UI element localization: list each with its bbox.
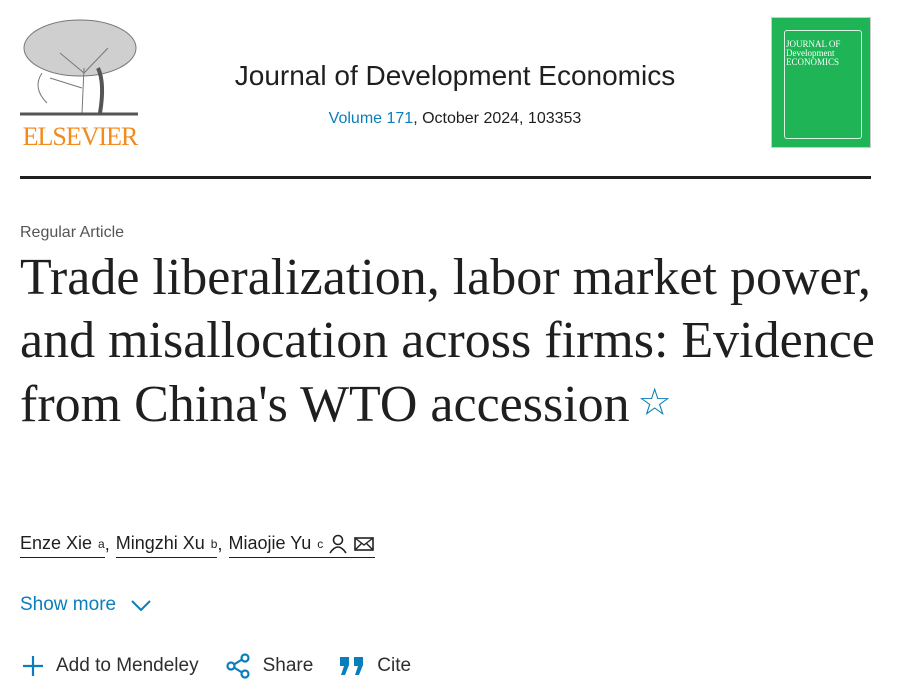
elsevier-wordmark: ELSEVIER [22, 122, 139, 151]
show-more-label: Show more [20, 594, 117, 615]
header-divider [20, 176, 871, 179]
affiliation-marker: b [210, 536, 218, 551]
volume-link[interactable]: Volume 171 [328, 110, 414, 127]
envelope-icon [354, 536, 375, 551]
author-name: Enze Xie [20, 533, 93, 553]
author-link[interactable]: Enze Xie a [20, 533, 105, 558]
elsevier-tree-icon [20, 19, 138, 116]
chevron-down-icon [131, 600, 151, 612]
separator: , [104, 534, 110, 554]
issue-info: , October 2024, 103353 [413, 110, 582, 127]
affiliation-marker: c [317, 536, 324, 551]
quote-icon [340, 657, 364, 675]
author-name: Miaojie Yu [228, 533, 312, 553]
show-more-button[interactable]: Show more [20, 594, 152, 616]
person-icon [329, 534, 347, 553]
separator: , [217, 534, 223, 554]
journal-meta: Volume 171, October 2024, 103353 [150, 110, 760, 128]
affiliation-marker: a [98, 536, 105, 551]
cite-button[interactable]: Cite [339, 655, 411, 677]
author-link[interactable]: Miaojie Yu c [228, 533, 376, 558]
share-icon [225, 653, 250, 679]
article-type: Regular Article [20, 224, 125, 241]
plus-icon [23, 656, 43, 676]
cover-frame [784, 30, 862, 139]
author-name: Mingzhi Xu [115, 533, 205, 553]
cover-title: JOURNAL OF Development ECONOMICS [786, 39, 841, 67]
author-list: Enze Xie a, Mingzhi Xu b, Miaojie Yu c [20, 533, 376, 558]
article-title-text: Trade liberalization, labor market power… [20, 249, 875, 433]
article-actions: Add to Mendeley Share Cite [22, 653, 411, 679]
share-button[interactable]: Share [225, 653, 314, 679]
share-label: Share [262, 655, 314, 676]
mendeley-label: Add to Mendeley [56, 655, 199, 676]
article-title: Trade liberalization, labor market power… [20, 246, 890, 436]
cite-label: Cite [377, 655, 412, 676]
journal-title[interactable]: Journal of Development Economics [234, 60, 676, 91]
add-to-mendeley-button[interactable]: Add to Mendeley [22, 655, 199, 677]
journal-cover[interactable]: JOURNAL OF Development ECONOMICS [771, 17, 871, 148]
elsevier-logo[interactable]: ELSEVIER [20, 18, 140, 151]
author-link[interactable]: Mingzhi Xu b [115, 533, 218, 558]
star-outline-icon[interactable]: ☆ [637, 382, 672, 424]
